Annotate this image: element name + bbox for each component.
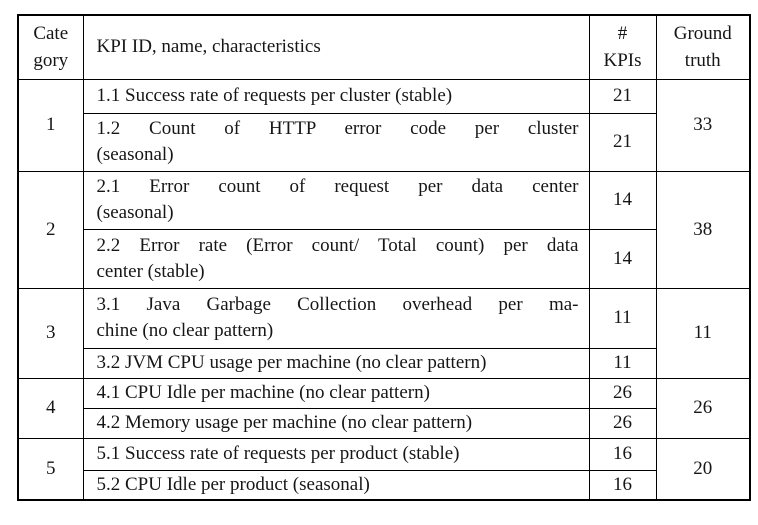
category-number: 2 (17, 170, 84, 289)
table-row: 5.2 CPU Idle per product (seasonal) 16 (18, 469, 750, 501)
table-row: 5 5.1 Success rate of requests per produ… (17, 437, 751, 501)
header-kpi-count-line2: KPIs (603, 50, 642, 72)
kpi-label-line: 4.1 CPU Idle per machine (no clear patte… (96, 382, 430, 403)
kpi-label-line: 4.2 Memory usage per machine (no clear p… (96, 412, 473, 433)
ground-truth-value: 33 (655, 78, 751, 172)
kpi-count: 14 (588, 170, 657, 230)
kpi-label-cell: 5.1 Success rate of requests per product… (82, 437, 590, 471)
kpi-count: 16 (588, 437, 657, 471)
kpi-label-line: 3.1 Java Garbage Collection overhead per… (96, 294, 579, 315)
kpi-count: 21 (588, 112, 657, 172)
ground-truth-value: 38 (655, 170, 751, 289)
kpi-dataset-table: Cate gory KPI ID, name, characteristics … (17, 14, 751, 501)
header-kpi-count-cell: # KPIs (588, 14, 657, 80)
kpi-count: 21 (588, 78, 657, 114)
category-number: 4 (17, 377, 84, 439)
table-row: 3.2 JVM CPU usage per machine (no clear … (18, 347, 750, 379)
kpi-label-cell: 5.2 CPU Idle per product (seasonal) (82, 469, 590, 501)
header-kpi-cell: KPI ID, name, characteristics (82, 14, 590, 80)
category-number: 5 (17, 437, 84, 501)
kpi-label-cell: 2.2 Error rate (Error count/ Total count… (82, 228, 590, 289)
kpi-count: 26 (588, 407, 657, 439)
header-category-cell: Cate gory (17, 14, 84, 80)
table-row: 2 2.1 Error count of request per data ce… (17, 170, 751, 289)
kpi-label-line: 1.1 Success rate of requests per cluster… (96, 85, 453, 106)
header-kpi-count-line1: # (617, 23, 628, 45)
kpi-label-line: 2.1 Error count of request per data cent… (96, 176, 579, 197)
kpi-label-cell: 1.2 Count of HTTP error code per cluster… (82, 112, 590, 172)
header-category-line2: gory (33, 50, 69, 72)
table-row: 1.2 Count of HTTP error code per cluster… (18, 112, 750, 172)
kpi-label-line: center (stable) (96, 260, 205, 282)
kpi-count: 16 (588, 469, 657, 501)
kpi-label-line: 1.2 Count of HTTP error code per cluster (96, 118, 579, 139)
header-category-line1: Cate (33, 23, 69, 45)
kpi-count: 26 (588, 377, 657, 409)
header-ground-truth-line2: truth (684, 50, 721, 72)
kpi-label-cell: 3.2 JVM CPU usage per machine (no clear … (82, 347, 590, 379)
header-ground-truth-cell: Ground truth (655, 14, 751, 80)
kpi-label-cell: 4.2 Memory usage per machine (no clear p… (82, 407, 590, 439)
kpi-label-line: 5.1 Success rate of requests per product… (96, 443, 460, 464)
kpi-label-line: (seasonal) (96, 144, 174, 165)
kpi-label-cell: 4.1 CPU Idle per machine (no clear patte… (82, 377, 590, 409)
table-row: 4 4.1 CPU Idle per machine (no clear pat… (17, 377, 751, 439)
table-row: 1 1.1 Success rate of requests per clust… (17, 78, 751, 172)
kpi-count: 11 (588, 287, 657, 349)
header-ground-truth-line1: Ground (673, 23, 732, 45)
kpi-label-line: 5.2 CPU Idle per product (seasonal) (96, 473, 370, 495)
kpi-count: 14 (588, 228, 657, 289)
table-row: 2.2 Error rate (Error count/ Total count… (18, 228, 750, 289)
table-row: 3 3.1 Java Garbage Collection overhead p… (17, 287, 751, 379)
kpi-label-line: (seasonal) (96, 202, 174, 223)
header-row: Cate gory KPI ID, name, characteristics … (17, 14, 751, 80)
kpi-label-line: 3.2 JVM CPU usage per machine (no clear … (96, 352, 487, 373)
kpi-label-line: chine (no clear pattern) (96, 320, 274, 341)
category-number: 3 (17, 287, 84, 379)
ground-truth-value: 11 (655, 287, 751, 379)
ground-truth-value: 20 (655, 437, 751, 501)
kpi-label-line: 2.2 Error rate (Error count/ Total count… (96, 234, 579, 256)
ground-truth-value: 26 (655, 377, 751, 439)
kpi-label-cell: 1.1 Success rate of requests per cluster… (82, 78, 590, 114)
kpi-label-cell: 3.1 Java Garbage Collection overhead per… (82, 287, 590, 349)
table-row: 4.2 Memory usage per machine (no clear p… (18, 407, 750, 439)
category-number: 1 (17, 78, 84, 172)
kpi-count: 11 (588, 347, 657, 379)
kpi-label-cell: 2.1 Error count of request per data cent… (82, 170, 590, 230)
